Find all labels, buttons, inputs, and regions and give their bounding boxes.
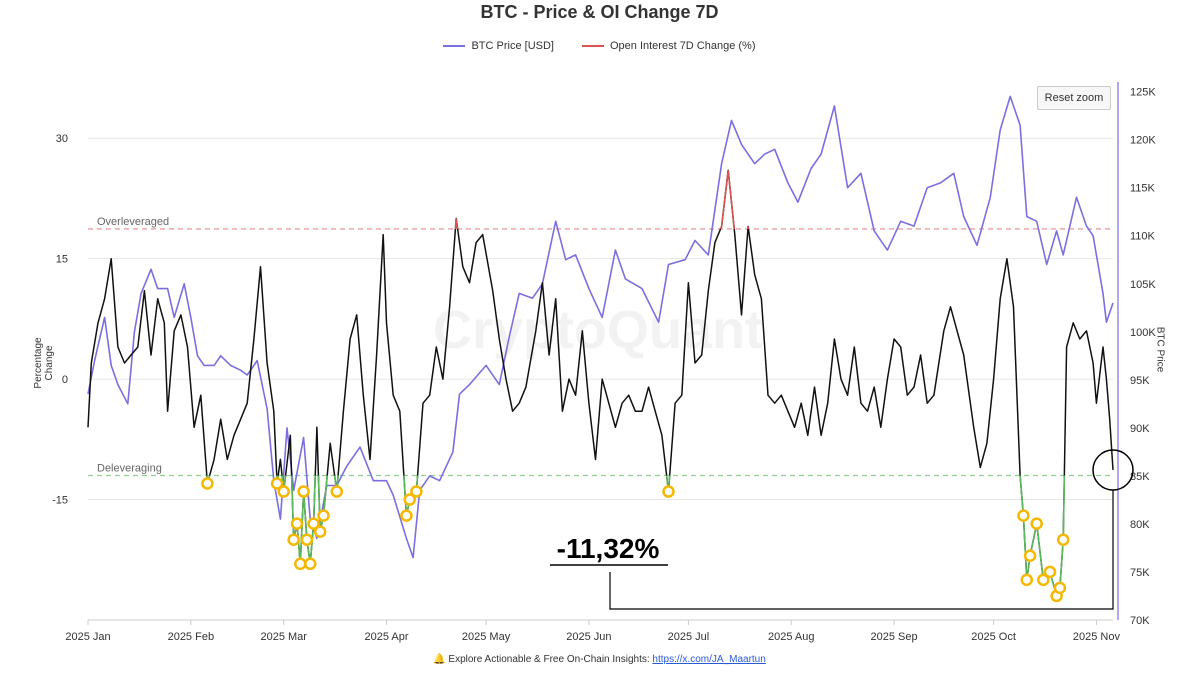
oi-deleveraging-segment [299,491,305,564]
deleveraging-marker [1017,509,1030,522]
y-right-tick-label: 120K [1130,135,1156,147]
deleveraging-marker [307,517,320,530]
legend-item-btc-price[interactable]: BTC Price [USD] [443,40,554,52]
deleveraging-marker [290,517,304,530]
oi-deleveraging-segment [312,475,317,524]
deleveraging-marker [410,485,423,498]
x-tick-label: 2025 Feb [168,631,214,643]
y-right-tick-label: 70K [1130,615,1150,627]
deleveraging-label: Deleveraging [97,462,162,474]
deleveraging-marker [1030,517,1043,530]
oi-deleveraging-segment [322,475,329,516]
reset-zoom-button[interactable]: Reset zoom [1037,86,1111,110]
y-right-tick-label: 105K [1130,279,1156,291]
legend-swatch-btc-price [443,45,466,47]
y-right-tick-label: 90K [1130,423,1150,435]
y-left-tick-label: 15 [56,254,68,266]
axes-layer: 30 15 0 -15 125K 120K 115K 110K 105K 100K 95K 90K 85… [52,82,1156,643]
deleveraging-marker [400,509,413,522]
footer-link[interactable]: https://x.com/JA_Maartun [652,654,766,665]
oi-overleveraged-segment [719,226,723,230]
legend-swatch-open-interest [581,45,604,47]
annotation-bracket [609,490,1114,610]
deleveraging-marker [317,509,330,522]
y-right-tick-label: 100K [1130,327,1156,339]
x-tick-label: 2025 May [462,631,511,643]
annotation-circle [1092,449,1134,491]
y-right-tick-label: 110K [1130,231,1156,243]
y-left-tick-label: 0 [62,374,68,386]
y-left-tick-label: -15 [52,495,68,507]
oi-deleveraging-segment [1035,523,1045,580]
deleveraging-marker [300,533,314,546]
footer-text: 🔔 Explore Actionable & Free On-Chain Ins… [433,654,650,665]
grid-layer [88,137,1113,501]
deleveraging-marker [270,477,284,490]
legend: BTC Price [USD] Open Interest 7D Change … [0,40,1199,52]
deleveraging-marker [303,557,317,571]
deleveraging-marker [287,533,300,546]
oi-deleveraging-segment [309,523,315,564]
x-tick-label: 2025 Oct [971,631,1016,643]
threshold-layer: Overleveraged Deleveraging [88,216,1113,477]
oi-overleveraged-segment [727,170,736,230]
x-tick-label: 2025 Apr [365,631,409,643]
y-right-tick-label: 80K [1130,519,1150,531]
x-tick-label: 2025 Mar [260,631,307,643]
deleveraging-marker [1053,581,1067,595]
deleveraging-marker [403,493,417,506]
oi-overleveraged-segment [720,170,730,227]
legend-item-open-interest[interactable]: Open Interest 7D Change (%) [581,40,756,52]
x-tick-label: 2025 Aug [768,631,815,643]
legend-label-open-interest: Open Interest 7D Change (%) [609,40,756,52]
deleveraging-marker [662,485,675,498]
y-left-tick-label: 30 [56,133,68,145]
y-right-tick-label: 85K [1130,471,1150,483]
deleveraging-marker [1023,549,1037,563]
oi-deleveraging-segment [290,475,295,540]
deleveraging-marker [277,485,290,498]
x-tick-label: 2025 Jun [566,631,611,643]
oi-deleveraging-segment [1022,515,1028,580]
deleveraging-marker [330,485,344,498]
deleveraging-marker [1043,565,1057,579]
y-right-tick-label: 115K [1130,183,1156,195]
oi-deleveraging-segment [1062,475,1066,540]
y-right-tick-label: 75K [1130,567,1150,579]
oi-deleveraging-segment [302,491,308,540]
legend-label-btc-price: BTC Price [USD] [471,40,554,52]
oi-deleveraging-segment [1019,475,1025,516]
deleveraging-marker [1056,533,1070,546]
x-tick-label: 2025 Jul [668,631,710,643]
deleveraging-marker [313,525,327,538]
y-right-tick-label: 125K [1130,87,1156,99]
oi-change-line [87,169,1114,597]
deleveraging-marker [294,557,307,571]
annotation-layer: -11,32% [550,449,1134,610]
y-right-tick-label: 95K [1130,375,1150,387]
deleveraging-marker [201,477,214,490]
x-tick-label: 2025 Sep [871,631,918,643]
x-tick-label: 2025 Jan [65,631,110,643]
deleveraging-marker [1020,573,1034,587]
deleveraging-marker [1037,573,1050,587]
annotation-value: -11,32% [557,533,660,564]
oi-overleveraged-segment [455,218,459,230]
chart-title: BTC - Price & OI Change 7D [480,2,719,22]
overleveraged-label: Overleveraged [97,216,169,228]
oi-deleveraging-segment [317,475,322,532]
oi-deleveraging-segment [1059,539,1065,588]
footer: 🔔 Explore Actionable & Free On-Chain Ins… [0,654,1199,665]
deleveraging-marker [297,485,310,498]
oi-deleveraging-segment [296,523,302,564]
marker-layer [201,477,1070,603]
x-tick-label: 2025 Nov [1073,631,1121,643]
